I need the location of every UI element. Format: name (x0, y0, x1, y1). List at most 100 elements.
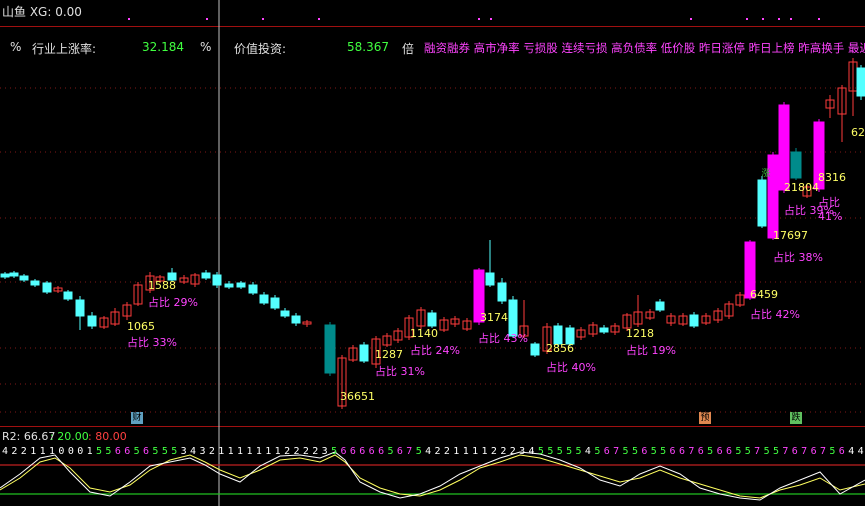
candle-body (813, 121, 825, 190)
indicator-digit: 5 (622, 446, 629, 457)
indicator-digit: 1 (49, 446, 56, 457)
indicator-digit: 1 (86, 446, 93, 457)
event-badge[interactable]: 涨 (761, 169, 771, 179)
times-label: 倍 (402, 42, 415, 56)
indicator-digit: 2 (509, 446, 516, 457)
indicator-digit: 2 (443, 446, 450, 457)
candle-body (393, 330, 403, 341)
indicator-digit: 5 (152, 446, 159, 457)
signal-marker (746, 18, 748, 20)
candle-body (212, 274, 222, 286)
ratio-annotation: 占比 40% (546, 361, 596, 374)
indicator-digit: 1 (265, 446, 272, 457)
candle-body (599, 327, 609, 333)
indicator-digit: 5 (415, 446, 422, 457)
candle-body (757, 179, 767, 227)
indicator-digit: 3 (321, 446, 328, 457)
candle-body (259, 294, 269, 304)
signal-marker (690, 18, 692, 20)
candle-body (179, 277, 189, 283)
event-badge[interactable]: 预 (699, 412, 711, 424)
indicator-digit: 6 (669, 446, 676, 457)
indicator-digit: 5 (707, 446, 714, 457)
candle-body (382, 335, 392, 346)
level-20-label: : 20.00 (50, 430, 89, 443)
ratio-annotation: 占比 42% (750, 308, 800, 321)
candle-body (201, 272, 211, 279)
indicator-digit: 5 (829, 446, 836, 457)
indicator-digit: 5 (133, 446, 140, 457)
indicator-digit: 5 (744, 446, 751, 457)
volume-annotation: 21804 (784, 181, 819, 194)
signal-marker (318, 18, 320, 20)
candle-body (576, 329, 586, 338)
candle-body (0, 273, 10, 278)
indicator-digit: 0 (58, 446, 65, 457)
r2-label: R2: 66.67 (2, 430, 56, 443)
indicator-digit: 5 (575, 446, 582, 457)
candle-body (450, 318, 460, 325)
candle-body (689, 314, 699, 327)
indicator-digit: 5 (556, 446, 563, 457)
indicator-digit: 6 (359, 446, 366, 457)
candle-body (224, 283, 234, 288)
candle-body (565, 327, 575, 345)
indicator-digit: 1 (39, 446, 46, 457)
volume-annotation: 6459 (750, 288, 778, 301)
signal-marker (762, 18, 764, 20)
candle-body (825, 99, 835, 109)
indicator-digit: 5 (161, 446, 168, 457)
candle-body (767, 154, 779, 239)
candle-body (110, 311, 120, 325)
indicator-digit: 5 (594, 446, 601, 457)
indicator-digit: 6 (697, 446, 704, 457)
indicator-digit: 3 (199, 446, 206, 457)
indicator-digit: 6 (396, 446, 403, 457)
signal-marker (778, 18, 780, 20)
tag-list: 融资融券 高市净率 亏损股 连续亏损 高负债率 低价股 昨日涨停 昨日上榜 昨高… (424, 41, 865, 55)
indicator-digit: 6 (725, 446, 732, 457)
indicator-digit: 2 (20, 446, 27, 457)
window-title: 山鱼 XG: 0.00 (2, 5, 82, 19)
indicator-digit: 6 (349, 446, 356, 457)
volume-annotation: 1140 (410, 327, 438, 340)
indicator-digit: 6 (340, 446, 347, 457)
indicator-digit: 5 (537, 446, 544, 457)
signal-marker (490, 18, 492, 20)
candle-body (145, 275, 155, 291)
indicator-digit: 4 (848, 446, 855, 457)
candle-body (42, 282, 52, 293)
indicator-digit: 2 (490, 446, 497, 457)
industry-label: 行业上涨率: (32, 42, 97, 56)
indicator-digit: 5 (96, 446, 103, 457)
indicator-digit: 6 (810, 446, 817, 457)
ratio-annotation: 占比 24% (410, 344, 460, 357)
title-divider (0, 26, 865, 27)
indicator-digit: 6 (838, 446, 845, 457)
indicator-digit: 0 (77, 446, 84, 457)
indicator-digit: 3 (180, 446, 187, 457)
candle-body (666, 315, 676, 324)
candle-body (190, 274, 200, 285)
candle-body (416, 309, 426, 327)
indicator-digit: 1 (453, 446, 460, 457)
candle-body (610, 325, 620, 333)
signal-marker (262, 18, 264, 20)
indicator-digit: 2 (434, 446, 441, 457)
indicator-digit: 2 (302, 446, 309, 457)
candle-body (248, 284, 258, 294)
indicator-digit: 5 (772, 446, 779, 457)
pct-symbol-2: % (200, 40, 212, 54)
indicator-digit: 6 (791, 446, 798, 457)
candle-body (404, 317, 414, 338)
event-badge[interactable]: 财 (131, 412, 143, 424)
candle-body (427, 312, 437, 327)
signal-marker (128, 18, 130, 20)
candle-body (302, 321, 312, 325)
indicator-digit: 5 (763, 446, 770, 457)
candle-body (713, 310, 723, 321)
volume-annotation: 1218 (626, 327, 654, 340)
indicator-digit: 1 (274, 446, 281, 457)
event-badge[interactable]: 跌 (790, 412, 802, 424)
